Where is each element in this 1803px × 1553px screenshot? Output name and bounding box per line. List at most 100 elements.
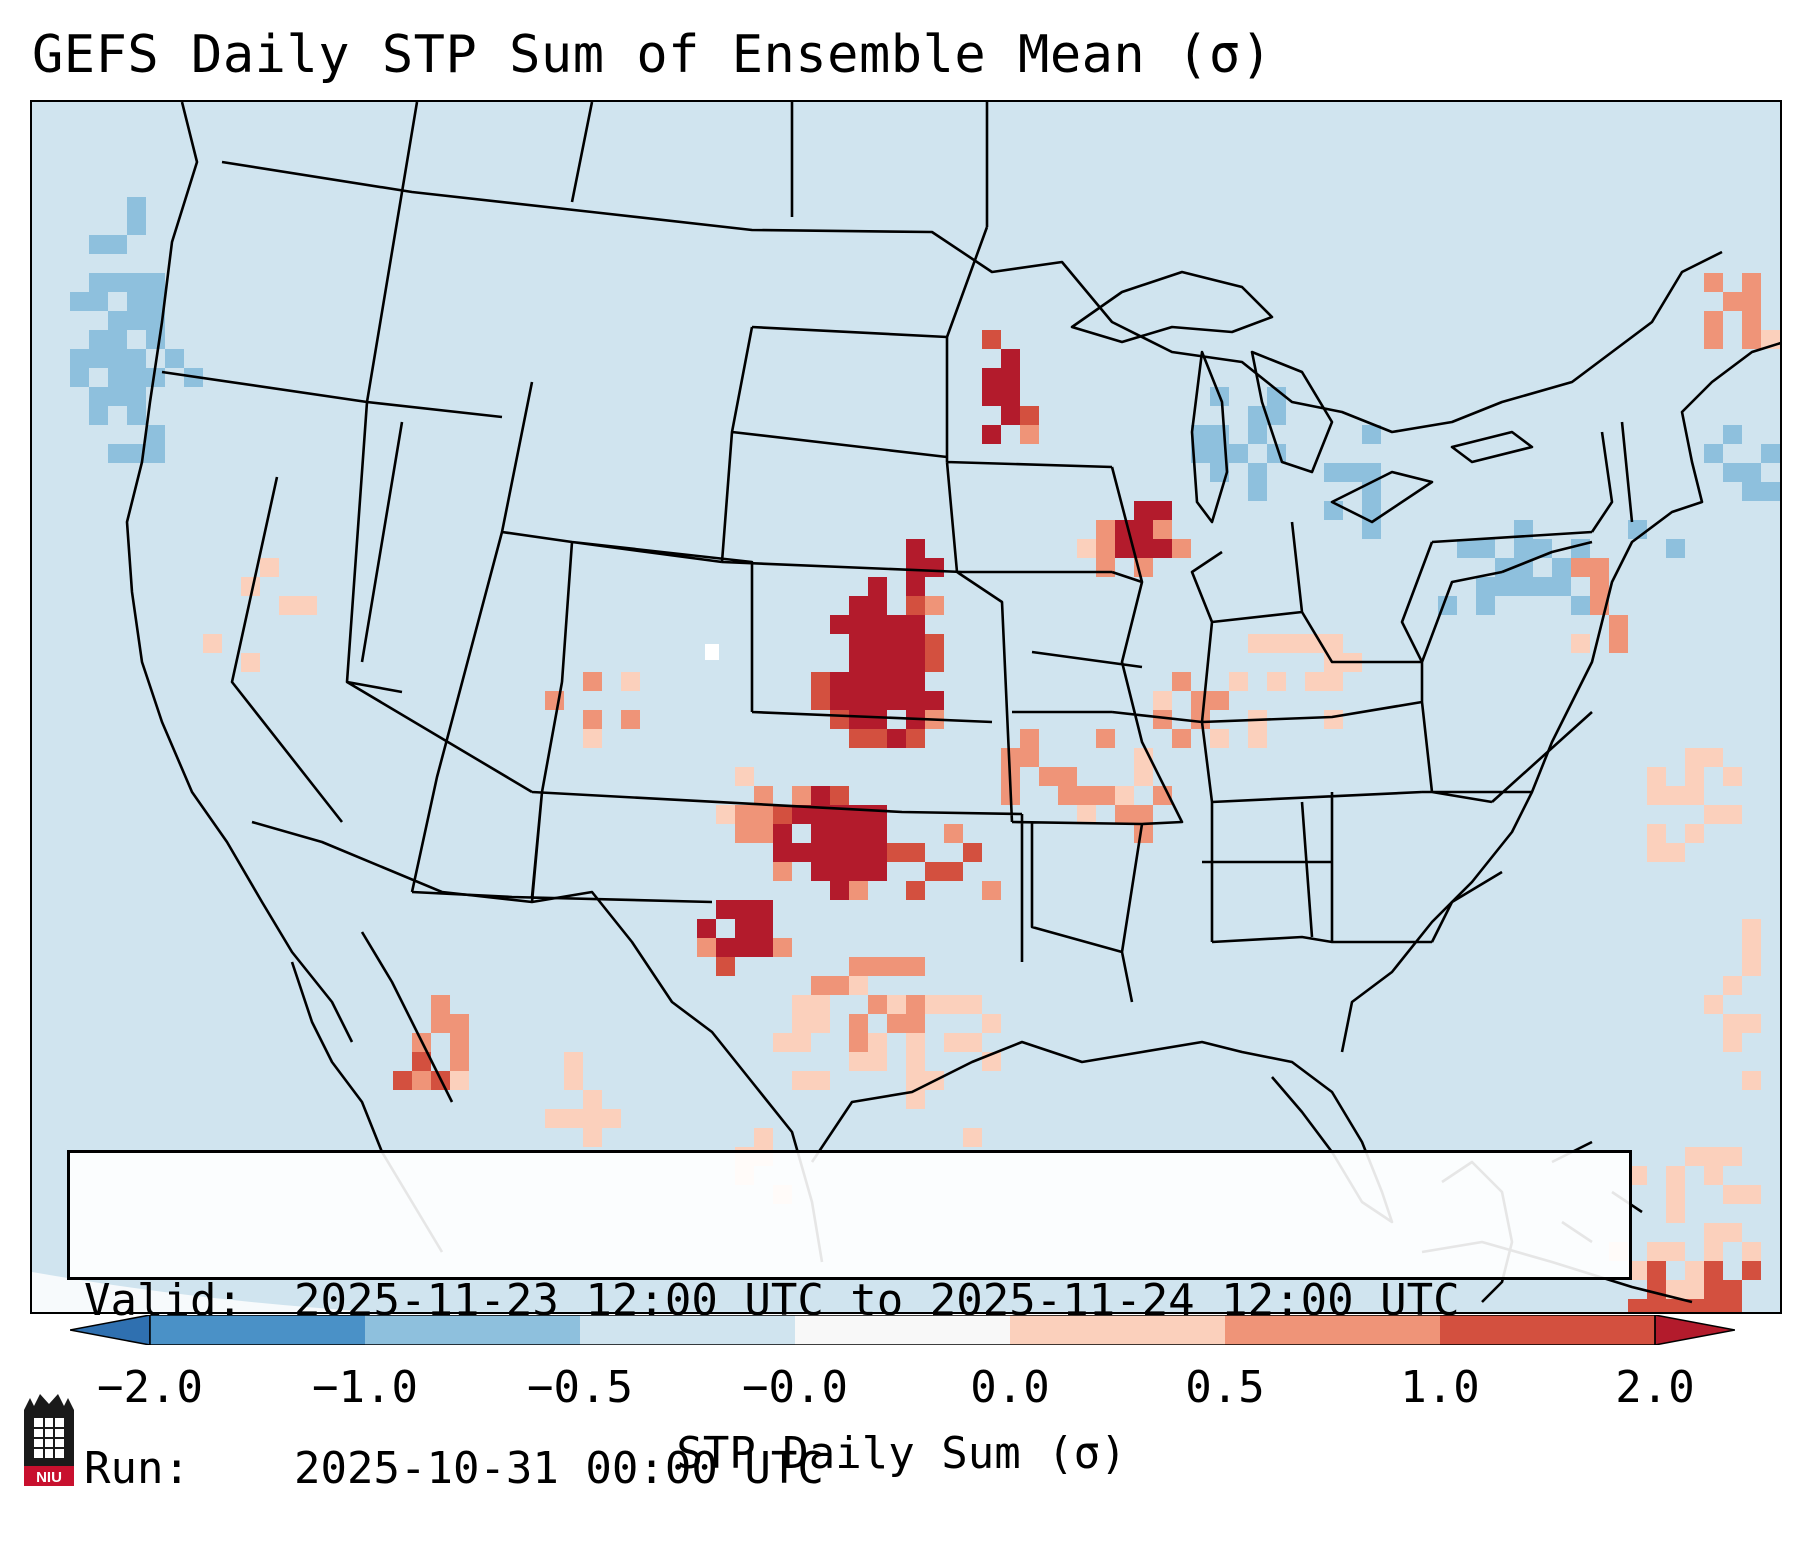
anomaly-cell bbox=[906, 729, 925, 748]
anomaly-cell bbox=[906, 1090, 925, 1109]
anomaly-cell bbox=[944, 862, 963, 881]
anomaly-cell bbox=[982, 368, 1001, 387]
anomaly-cell bbox=[868, 862, 887, 881]
anomaly-cell bbox=[830, 976, 849, 995]
anomaly-cell bbox=[735, 805, 754, 824]
anomaly-cell bbox=[849, 615, 868, 634]
anomaly-cell bbox=[89, 235, 108, 254]
state-lines bbox=[161, 102, 1634, 1003]
anomaly-cell bbox=[1704, 330, 1723, 349]
anomaly-cell bbox=[1115, 539, 1134, 558]
colorbar-tick-label: 2.0 bbox=[1615, 1362, 1695, 1413]
anomaly-cell bbox=[545, 1109, 564, 1128]
anomaly-cell bbox=[1362, 463, 1381, 482]
anomaly-cell bbox=[1571, 596, 1590, 615]
anomaly-cell bbox=[146, 425, 165, 444]
anomaly-cell bbox=[1172, 729, 1191, 748]
anomaly-cell bbox=[127, 311, 146, 330]
anomaly-cell bbox=[868, 843, 887, 862]
anomaly-cell bbox=[108, 273, 127, 292]
anomaly-cell bbox=[849, 1014, 868, 1033]
anomaly-cell bbox=[260, 558, 279, 577]
anomaly-cell bbox=[773, 1033, 792, 1052]
anomaly-cell bbox=[583, 710, 602, 729]
anomaly-cell bbox=[108, 311, 127, 330]
colorbar-segment bbox=[795, 1315, 1011, 1345]
anomaly-cell bbox=[887, 615, 906, 634]
anomaly-cell bbox=[1134, 520, 1153, 539]
anomaly-cell bbox=[1647, 786, 1666, 805]
anomaly-cell bbox=[1685, 1147, 1704, 1166]
anomaly-cell bbox=[1647, 824, 1666, 843]
anomaly-cell bbox=[963, 1033, 982, 1052]
anomaly-cell bbox=[773, 938, 792, 957]
anomaly-cell bbox=[868, 634, 887, 653]
anomaly-cell bbox=[1723, 976, 1742, 995]
anomaly-cell bbox=[944, 824, 963, 843]
colorbar-extend-high bbox=[1654, 1315, 1735, 1345]
anomaly-cell bbox=[849, 1033, 868, 1052]
anomaly-cell bbox=[1115, 786, 1134, 805]
anomaly-cell bbox=[1742, 957, 1761, 976]
anomaly-cell bbox=[1742, 1014, 1761, 1033]
anomaly-cell bbox=[127, 406, 146, 425]
anomaly-cell bbox=[963, 843, 982, 862]
anomaly-cell bbox=[868, 653, 887, 672]
map-panel bbox=[30, 100, 1782, 1314]
anomaly-cell bbox=[1742, 273, 1761, 292]
anomaly-cell bbox=[716, 957, 735, 976]
anomaly-cell bbox=[849, 653, 868, 672]
anomaly-cell bbox=[1172, 672, 1191, 691]
anomaly-cell bbox=[982, 330, 1001, 349]
run-label: Run: bbox=[84, 1443, 190, 1494]
anomaly-cell bbox=[887, 691, 906, 710]
colorbar-segment bbox=[1440, 1315, 1656, 1345]
anomaly-cell bbox=[1571, 558, 1590, 577]
anomaly-cell bbox=[811, 843, 830, 862]
anomaly-cell bbox=[108, 368, 127, 387]
anomaly-cell bbox=[583, 1109, 602, 1128]
anomaly-cell bbox=[868, 710, 887, 729]
anomaly-cell bbox=[1096, 520, 1115, 539]
anomaly-cell bbox=[1362, 520, 1381, 539]
anomaly-cell bbox=[1552, 558, 1571, 577]
anomaly-cell bbox=[450, 1014, 469, 1033]
anomaly-cell bbox=[1153, 691, 1172, 710]
anomaly-cell bbox=[564, 1071, 583, 1090]
anomaly-cell bbox=[925, 653, 944, 672]
anomaly-cell bbox=[1001, 406, 1020, 425]
boundary-layer bbox=[125, 102, 1780, 1304]
anomaly-cell bbox=[1134, 539, 1153, 558]
anomaly-cell bbox=[1723, 463, 1742, 482]
anomaly-cell bbox=[1742, 938, 1761, 957]
anomaly-cell bbox=[754, 919, 773, 938]
anomaly-cell bbox=[906, 558, 925, 577]
anomaly-cell bbox=[412, 1052, 431, 1071]
anomaly-cell bbox=[811, 995, 830, 1014]
anomaly-cell bbox=[1704, 273, 1723, 292]
east-coastline bbox=[1340, 341, 1780, 1053]
anomaly-cell bbox=[811, 1014, 830, 1033]
anomaly-cell bbox=[1723, 1280, 1742, 1299]
anomaly-cell bbox=[925, 995, 944, 1014]
anomaly-cell bbox=[1685, 748, 1704, 767]
anomaly-cell bbox=[564, 1052, 583, 1071]
anomaly-cell bbox=[1039, 767, 1058, 786]
anomaly-cell bbox=[1020, 425, 1039, 444]
anomaly-cell bbox=[1666, 1185, 1685, 1204]
anomaly-cell bbox=[1647, 1242, 1666, 1261]
anomaly-cell bbox=[1704, 805, 1723, 824]
anomaly-cell bbox=[583, 1128, 602, 1147]
anomaly-cell bbox=[146, 444, 165, 463]
anomaly-cell bbox=[1153, 520, 1172, 539]
anomaly-cell bbox=[1742, 919, 1761, 938]
anomaly-cell bbox=[1058, 767, 1077, 786]
anomaly-cell bbox=[849, 672, 868, 691]
anomaly-cell bbox=[1704, 1223, 1723, 1242]
anomaly-cell bbox=[830, 615, 849, 634]
anomaly-cell bbox=[431, 1014, 450, 1033]
anomaly-cell bbox=[1685, 786, 1704, 805]
anomaly-cell bbox=[1248, 425, 1267, 444]
anomaly-cell bbox=[1210, 691, 1229, 710]
anomaly-cell bbox=[70, 292, 89, 311]
